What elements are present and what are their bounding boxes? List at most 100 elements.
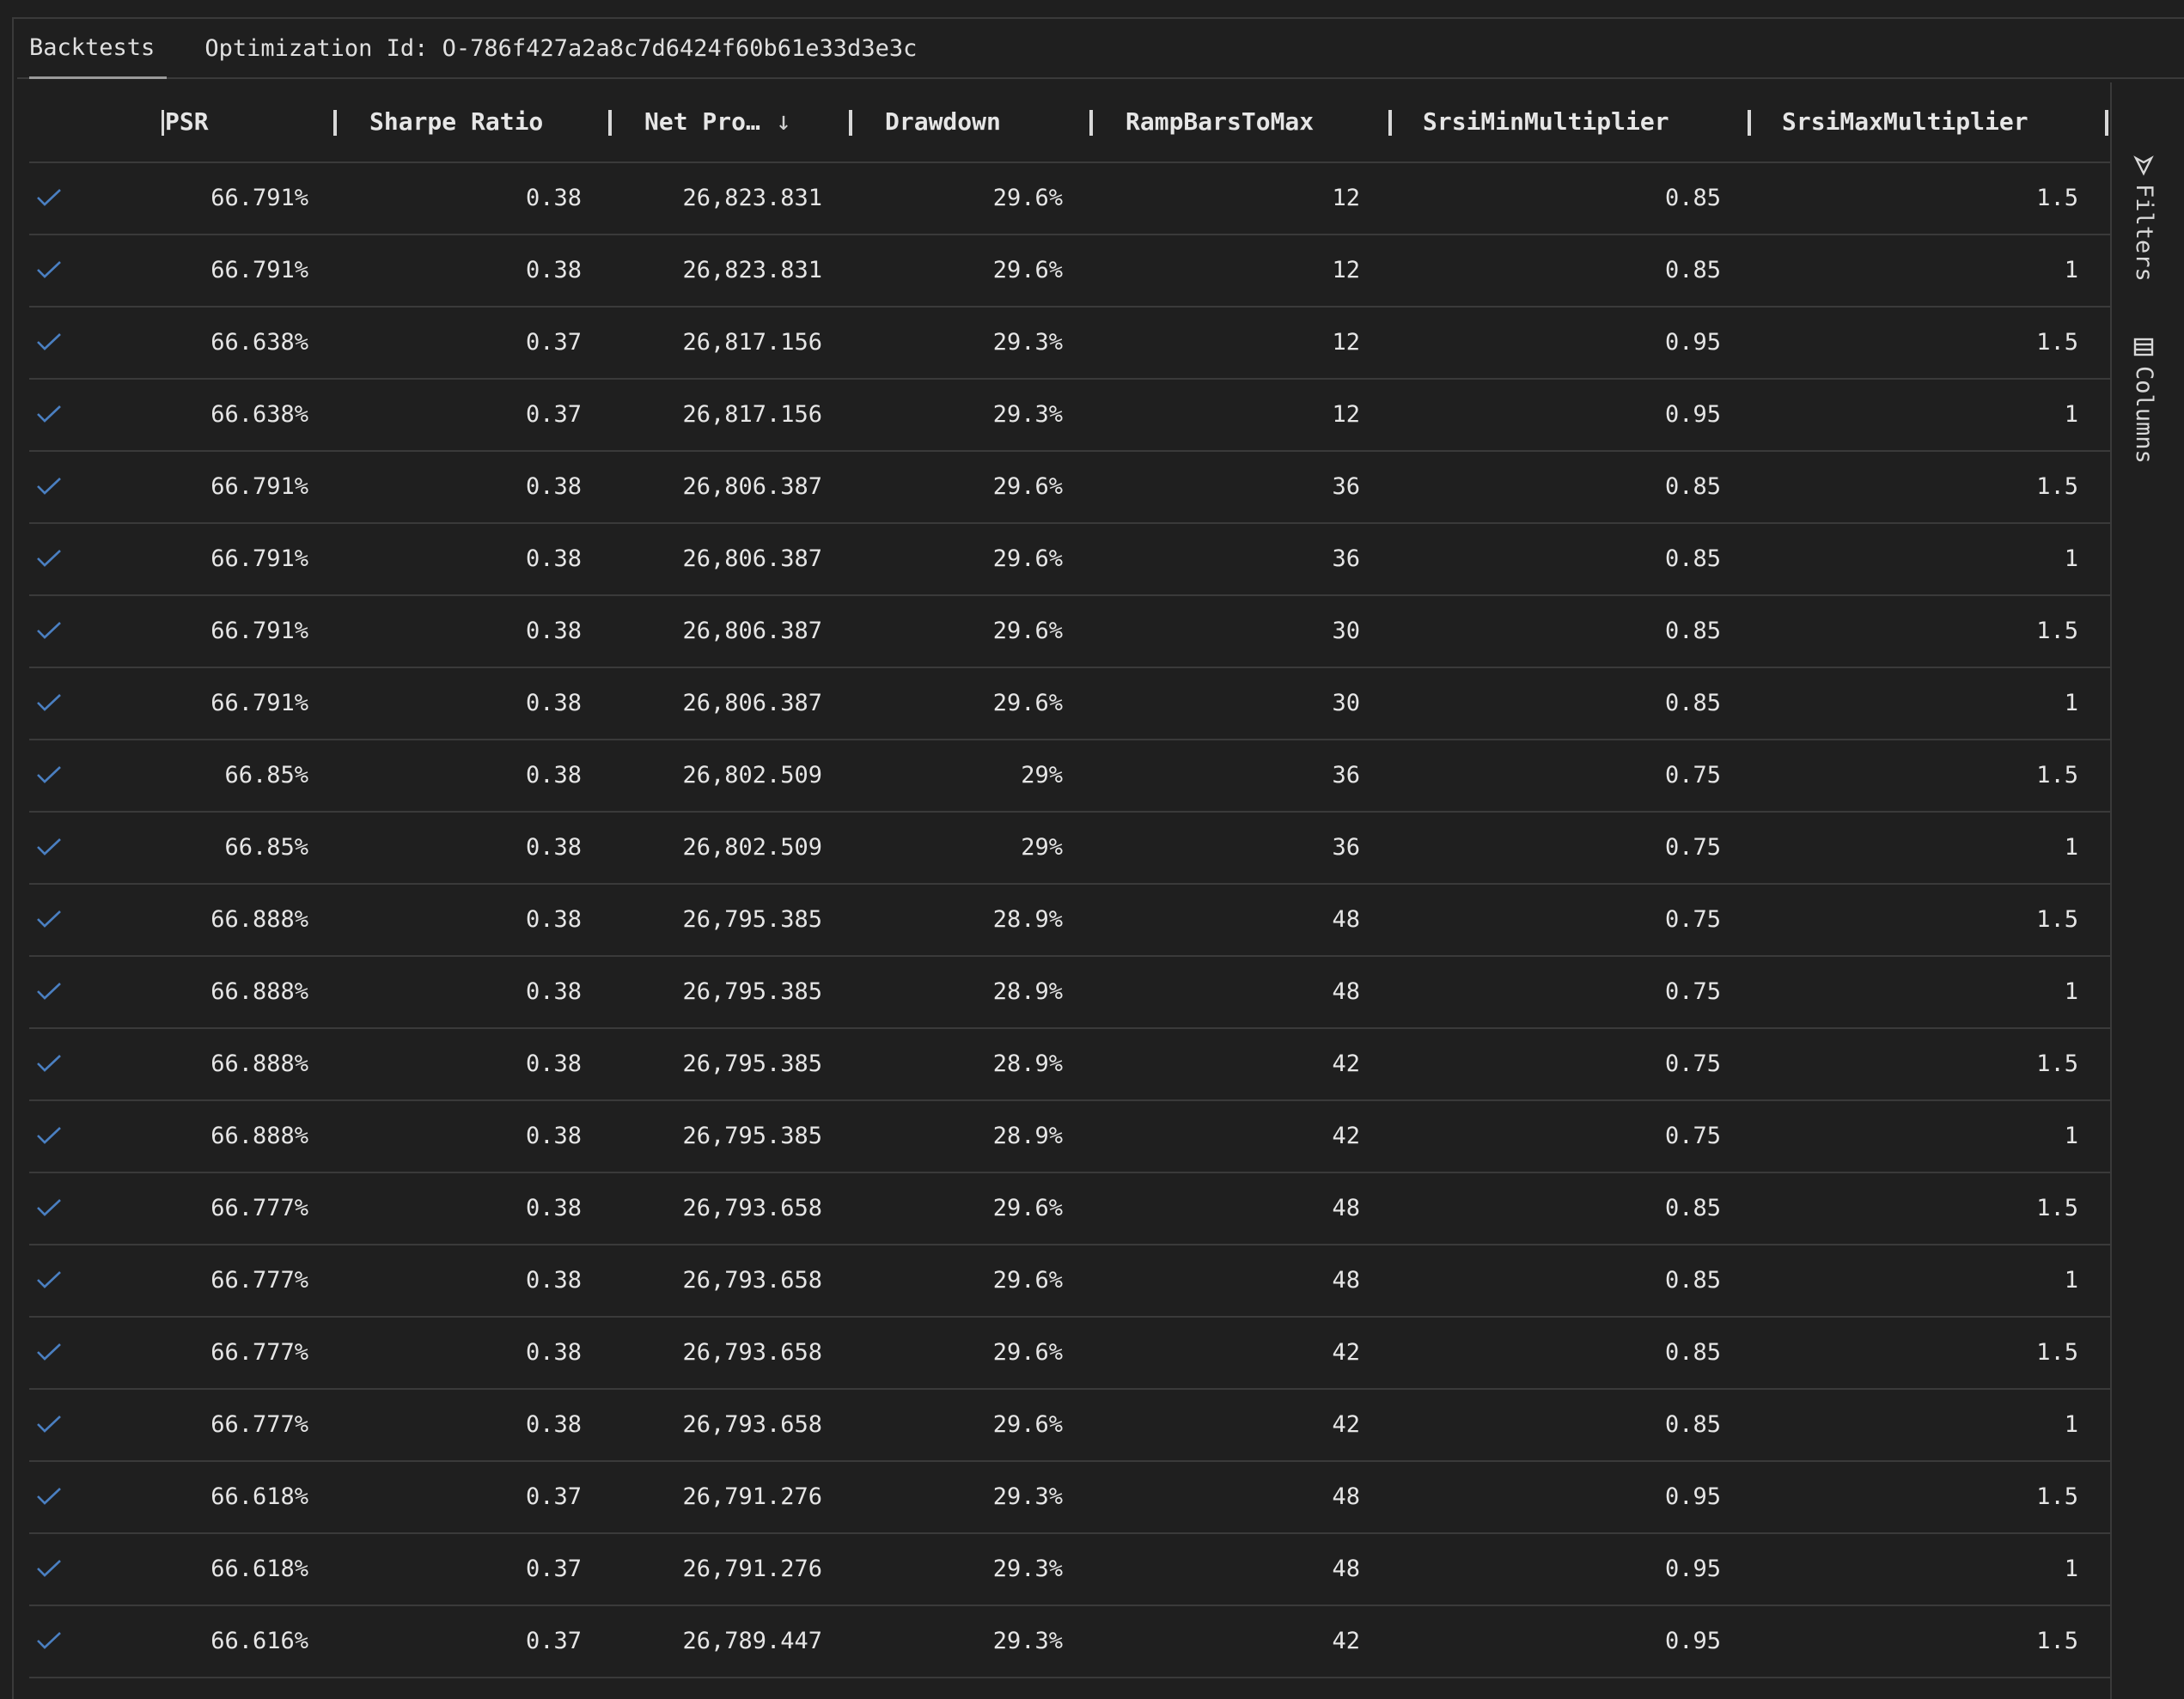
cell-net-profit: 26,791.276 — [682, 1483, 822, 1510]
cell-srsi-max-multiplier: 1.5 — [2036, 906, 2078, 933]
table-row[interactable]: 66.791% 0.38 26,806.387 29.6% 30 0.85 1.5 — [29, 596, 2110, 668]
grid-body: 66.791% 0.38 26,823.831 29.6% 12 0.85 1.5 66.79… — [29, 163, 2110, 1678]
cell-psr: 66.791% — [210, 257, 308, 283]
cell-srsi-min-multiplier: 0.95 — [1664, 1556, 1721, 1582]
filters-button[interactable]: Filters — [2124, 155, 2167, 282]
column-header-srsi-max-multiplier[interactable]: SrsiMaxMultiplier — [1782, 107, 2028, 136]
cell-drawdown: 29.6% — [992, 185, 1063, 211]
table-row[interactable]: 66.638% 0.37 26,817.156 29.3% 12 0.95 1.5 — [29, 308, 2110, 380]
cell-sharpe-ratio: 0.38 — [525, 618, 582, 644]
table-row[interactable]: 66.888% 0.38 26,795.385 28.9% 42 0.75 1.5 — [29, 1029, 2110, 1101]
cell-ramp-bars-to-max: 30 — [1332, 618, 1360, 644]
table-row[interactable]: 66.888% 0.38 26,795.385 28.9% 48 0.75 1.5 — [29, 885, 2110, 957]
cell-sharpe-ratio: 0.38 — [525, 906, 582, 933]
column-resize-handle[interactable] — [608, 110, 612, 136]
column-resize-handle[interactable] — [333, 110, 337, 136]
column-header-sharpe-ratio[interactable]: Sharpe Ratio — [369, 107, 544, 136]
cell-net-profit: 26,789.447 — [682, 1628, 822, 1654]
cell-net-profit: 26,817.156 — [682, 401, 822, 428]
cell-drawdown: 29.6% — [992, 1411, 1063, 1438]
cell-drawdown: 29.6% — [992, 1195, 1063, 1221]
cell-psr: 66.791% — [210, 473, 308, 500]
column-resize-handle[interactable] — [1388, 110, 1392, 136]
column-header-psr[interactable]: PSR — [165, 107, 209, 136]
table-row[interactable]: 66.791% 0.38 26,806.387 29.6% 36 0.85 1.5 — [29, 452, 2110, 524]
column-header-drawdown[interactable]: Drawdown — [885, 107, 1001, 136]
cell-drawdown: 28.9% — [992, 906, 1063, 933]
cell-srsi-max-multiplier: 1.5 — [2036, 1628, 2078, 1654]
column-resize-handle[interactable] — [2105, 110, 2108, 136]
cell-ramp-bars-to-max: 12 — [1332, 329, 1360, 356]
cell-psr: 66.638% — [210, 329, 308, 356]
column-resize-handle[interactable] — [1748, 110, 1751, 136]
table-row[interactable]: 66.791% 0.38 26,823.831 29.6% 12 0.85 1 — [29, 235, 2110, 308]
cell-psr: 66.777% — [210, 1267, 308, 1294]
cell-sharpe-ratio: 0.38 — [525, 1195, 582, 1221]
cell-psr: 66.618% — [210, 1556, 308, 1582]
column-header-srsi-min-multiplier[interactable]: SrsiMinMultiplier — [1423, 107, 1669, 136]
cell-sharpe-ratio: 0.38 — [525, 257, 582, 283]
cell-sharpe-ratio: 0.37 — [525, 1483, 582, 1510]
cell-net-profit: 26,806.387 — [682, 618, 822, 644]
table-row[interactable]: 66.777% 0.38 26,793.658 29.6% 48 0.85 1.5 — [29, 1173, 2110, 1245]
status-check-icon — [37, 1055, 61, 1072]
table-row[interactable]: 66.618% 0.37 26,791.276 29.3% 48 0.95 1.5 — [29, 1462, 2110, 1534]
cell-psr: 66.888% — [210, 978, 308, 1005]
cell-sharpe-ratio: 0.38 — [525, 545, 582, 572]
cell-srsi-max-multiplier: 1.5 — [2036, 762, 2078, 789]
cell-ramp-bars-to-max: 42 — [1332, 1123, 1360, 1149]
cell-drawdown: 28.9% — [992, 1123, 1063, 1149]
cell-net-profit: 26,806.387 — [682, 690, 822, 716]
cell-drawdown: 29.6% — [992, 473, 1063, 500]
sort-descending-icon[interactable]: ↓ — [775, 107, 791, 137]
table-row[interactable]: 66.888% 0.38 26,795.385 28.9% 48 0.75 1 — [29, 957, 2110, 1029]
cell-srsi-min-multiplier: 0.95 — [1664, 1483, 1721, 1510]
tab-backtests[interactable]: Backtests — [17, 19, 168, 79]
cell-psr: 66.888% — [210, 1050, 308, 1077]
cell-ramp-bars-to-max: 42 — [1332, 1339, 1360, 1366]
cell-drawdown: 29.6% — [992, 618, 1063, 644]
cell-ramp-bars-to-max: 36 — [1332, 762, 1360, 789]
table-row[interactable]: 66.85% 0.38 26,802.509 29% 36 0.75 1 — [29, 813, 2110, 885]
cell-drawdown: 29.3% — [992, 401, 1063, 428]
cell-srsi-max-multiplier: 1.5 — [2036, 1195, 2078, 1221]
cell-sharpe-ratio: 0.38 — [525, 1411, 582, 1438]
cell-srsi-min-multiplier: 0.95 — [1664, 401, 1721, 428]
table-row[interactable]: 66.85% 0.38 26,802.509 29% 36 0.75 1.5 — [29, 740, 2110, 813]
column-resize-handle[interactable] — [1089, 110, 1093, 136]
table-row[interactable]: 66.638% 0.37 26,817.156 29.3% 12 0.95 1 — [29, 380, 2110, 452]
cell-ramp-bars-to-max: 12 — [1332, 185, 1360, 211]
table-row[interactable]: 66.777% 0.38 26,793.658 29.6% 42 0.85 1 — [29, 1390, 2110, 1462]
table-row[interactable]: 66.777% 0.38 26,793.658 29.6% 42 0.85 1.5 — [29, 1318, 2110, 1390]
cell-srsi-max-multiplier: 1.5 — [2036, 1483, 2078, 1510]
status-check-icon — [37, 1560, 61, 1577]
table-row[interactable]: 66.791% 0.38 26,806.387 29.6% 30 0.85 1 — [29, 668, 2110, 740]
cell-srsi-max-multiplier: 1.5 — [2036, 1050, 2078, 1077]
table-row[interactable]: 66.791% 0.38 26,823.831 29.6% 12 0.85 1.5 — [29, 163, 2110, 235]
side-panel: Filters Columns — [2110, 82, 2184, 1699]
columns-button[interactable]: Columns — [2124, 337, 2167, 466]
cell-drawdown: 29% — [1021, 834, 1063, 861]
cell-net-profit: 26,795.385 — [682, 906, 822, 933]
column-header-net-profit[interactable]: Net Pro… ↓ — [644, 82, 791, 161]
table-row[interactable]: 66.888% 0.38 26,795.385 28.9% 42 0.75 1 — [29, 1101, 2110, 1173]
cell-srsi-max-multiplier: 1.5 — [2036, 329, 2078, 356]
cell-sharpe-ratio: 0.38 — [525, 978, 582, 1005]
cell-srsi-min-multiplier: 0.85 — [1664, 1195, 1721, 1221]
status-check-icon — [37, 1127, 61, 1144]
table-row[interactable]: 66.791% 0.38 26,806.387 29.6% 36 0.85 1 — [29, 524, 2110, 596]
column-header-ramp-bars-to-max[interactable]: RampBarsToMax — [1126, 107, 1315, 136]
cell-ramp-bars-to-max: 36 — [1332, 473, 1360, 500]
cell-ramp-bars-to-max: 48 — [1332, 1483, 1360, 1510]
table-row[interactable]: 66.618% 0.37 26,791.276 29.3% 48 0.95 1 — [29, 1534, 2110, 1606]
table-row[interactable]: 66.616% 0.37 26,789.447 29.3% 42 0.95 1.5 — [29, 1606, 2110, 1678]
column-resize-handle[interactable] — [849, 110, 852, 136]
cell-net-profit: 26,802.509 — [682, 834, 822, 861]
cell-net-profit: 26,793.658 — [682, 1411, 822, 1438]
cell-psr: 66.791% — [210, 618, 308, 644]
table-row[interactable]: 66.777% 0.38 26,793.658 29.6% 48 0.85 1 — [29, 1245, 2110, 1318]
cell-drawdown: 29.3% — [992, 329, 1063, 356]
cell-drawdown: 29.6% — [992, 545, 1063, 572]
status-check-icon — [37, 910, 61, 928]
columns-label: Columns — [2131, 366, 2157, 464]
